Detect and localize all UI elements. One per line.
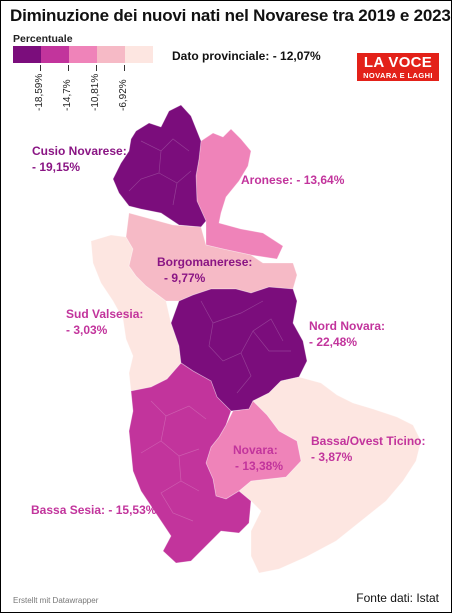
label-cusio-novarese: Cusio Novarese: - 19,15% bbox=[32, 143, 127, 175]
datawrapper-credit[interactable]: Erstellt mit Datawrapper bbox=[13, 596, 99, 605]
label-borgomanerese-value: - 9,77% bbox=[164, 271, 206, 285]
label-borgomanerese-name: Borgomanerese: bbox=[157, 255, 253, 269]
label-sud-valsesia-value: - 3,03% bbox=[66, 323, 108, 337]
label-aronese-name: Aronese: bbox=[241, 173, 294, 187]
label-cusio-novarese-name: Cusio Novarese: bbox=[32, 144, 127, 158]
label-nord-novara: Nord Novara: - 22,48% bbox=[309, 318, 385, 350]
logo-line-1: LA VOCE bbox=[363, 54, 433, 71]
legend-tick-2 bbox=[68, 65, 69, 71]
label-bassa-sesia: Bassa Sesia: - 15,53% bbox=[31, 502, 156, 518]
label-nord-novara-value: - 22,48% bbox=[309, 335, 358, 349]
legend-color-bar bbox=[13, 46, 153, 63]
page-title: Diminuzione dei nuovi nati nel Novarese … bbox=[10, 6, 451, 25]
label-bassa-sesia-name: Bassa Sesia: bbox=[31, 503, 106, 517]
legend-swatch-5 bbox=[125, 46, 153, 63]
legend-swatch-2 bbox=[41, 46, 69, 63]
region-aronese bbox=[195, 128, 284, 260]
label-sud-valsesia-name: Sud Valsesia: bbox=[66, 307, 144, 321]
municipal-borders-sesia bbox=[140, 400, 207, 522]
logo-line-2: NOVARA E LAGHI bbox=[363, 71, 433, 80]
municipal-borders-nord bbox=[200, 300, 291, 394]
label-bassa-sesia-value: - 15,53% bbox=[108, 503, 157, 517]
legend-title: Percentuale bbox=[13, 33, 73, 45]
label-bassa-ovest-ticino: Bassa/Ovest Ticino: - 3,87% bbox=[311, 433, 426, 465]
region-cusio-novarese bbox=[112, 104, 207, 228]
label-novara-name: Novara: bbox=[233, 443, 278, 457]
data-source: Fonte dati: Istat bbox=[356, 591, 439, 605]
region-novara bbox=[205, 400, 302, 500]
label-novara: Novara: - 13,38% bbox=[233, 442, 283, 474]
label-aronese-text: Aronese: - 13,64% bbox=[241, 172, 344, 188]
municipal-borders-cusio bbox=[128, 138, 192, 206]
legend-tick-3 bbox=[96, 65, 97, 71]
label-borgomanerese: Borgomanerese: - 9,77% bbox=[157, 254, 252, 286]
label-nord-novara-name: Nord Novara: bbox=[309, 319, 386, 333]
region-bassa-sesia bbox=[128, 362, 252, 564]
legend-swatch-3 bbox=[69, 46, 97, 63]
label-bassa-sesia-text: Bassa Sesia: - 15,53% bbox=[31, 502, 156, 518]
label-novara-value: - 13,38% bbox=[235, 459, 284, 473]
label-bassa-ovest-ticino-name: Bassa/Ovest Ticino: bbox=[311, 434, 426, 448]
legend-tick-4 bbox=[124, 65, 125, 71]
legend-tick-1 bbox=[40, 65, 41, 71]
la-voce-logo: LA VOCE NOVARA E LAGHI bbox=[357, 53, 439, 81]
legend-swatch-4 bbox=[97, 46, 125, 63]
legend-swatch-1 bbox=[13, 46, 41, 63]
label-aronese: Aronese: - 13,64% bbox=[241, 172, 344, 188]
label-cusio-novarese-value: - 19,15% bbox=[32, 160, 81, 174]
provincial-value: Dato provinciale: - 12,07% bbox=[172, 49, 321, 63]
label-sud-valsesia: Sud Valsesia: - 3,03% bbox=[66, 306, 143, 338]
label-bassa-ovest-ticino-value: - 3,87% bbox=[311, 450, 353, 464]
label-aronese-value: - 13,64% bbox=[296, 173, 345, 187]
